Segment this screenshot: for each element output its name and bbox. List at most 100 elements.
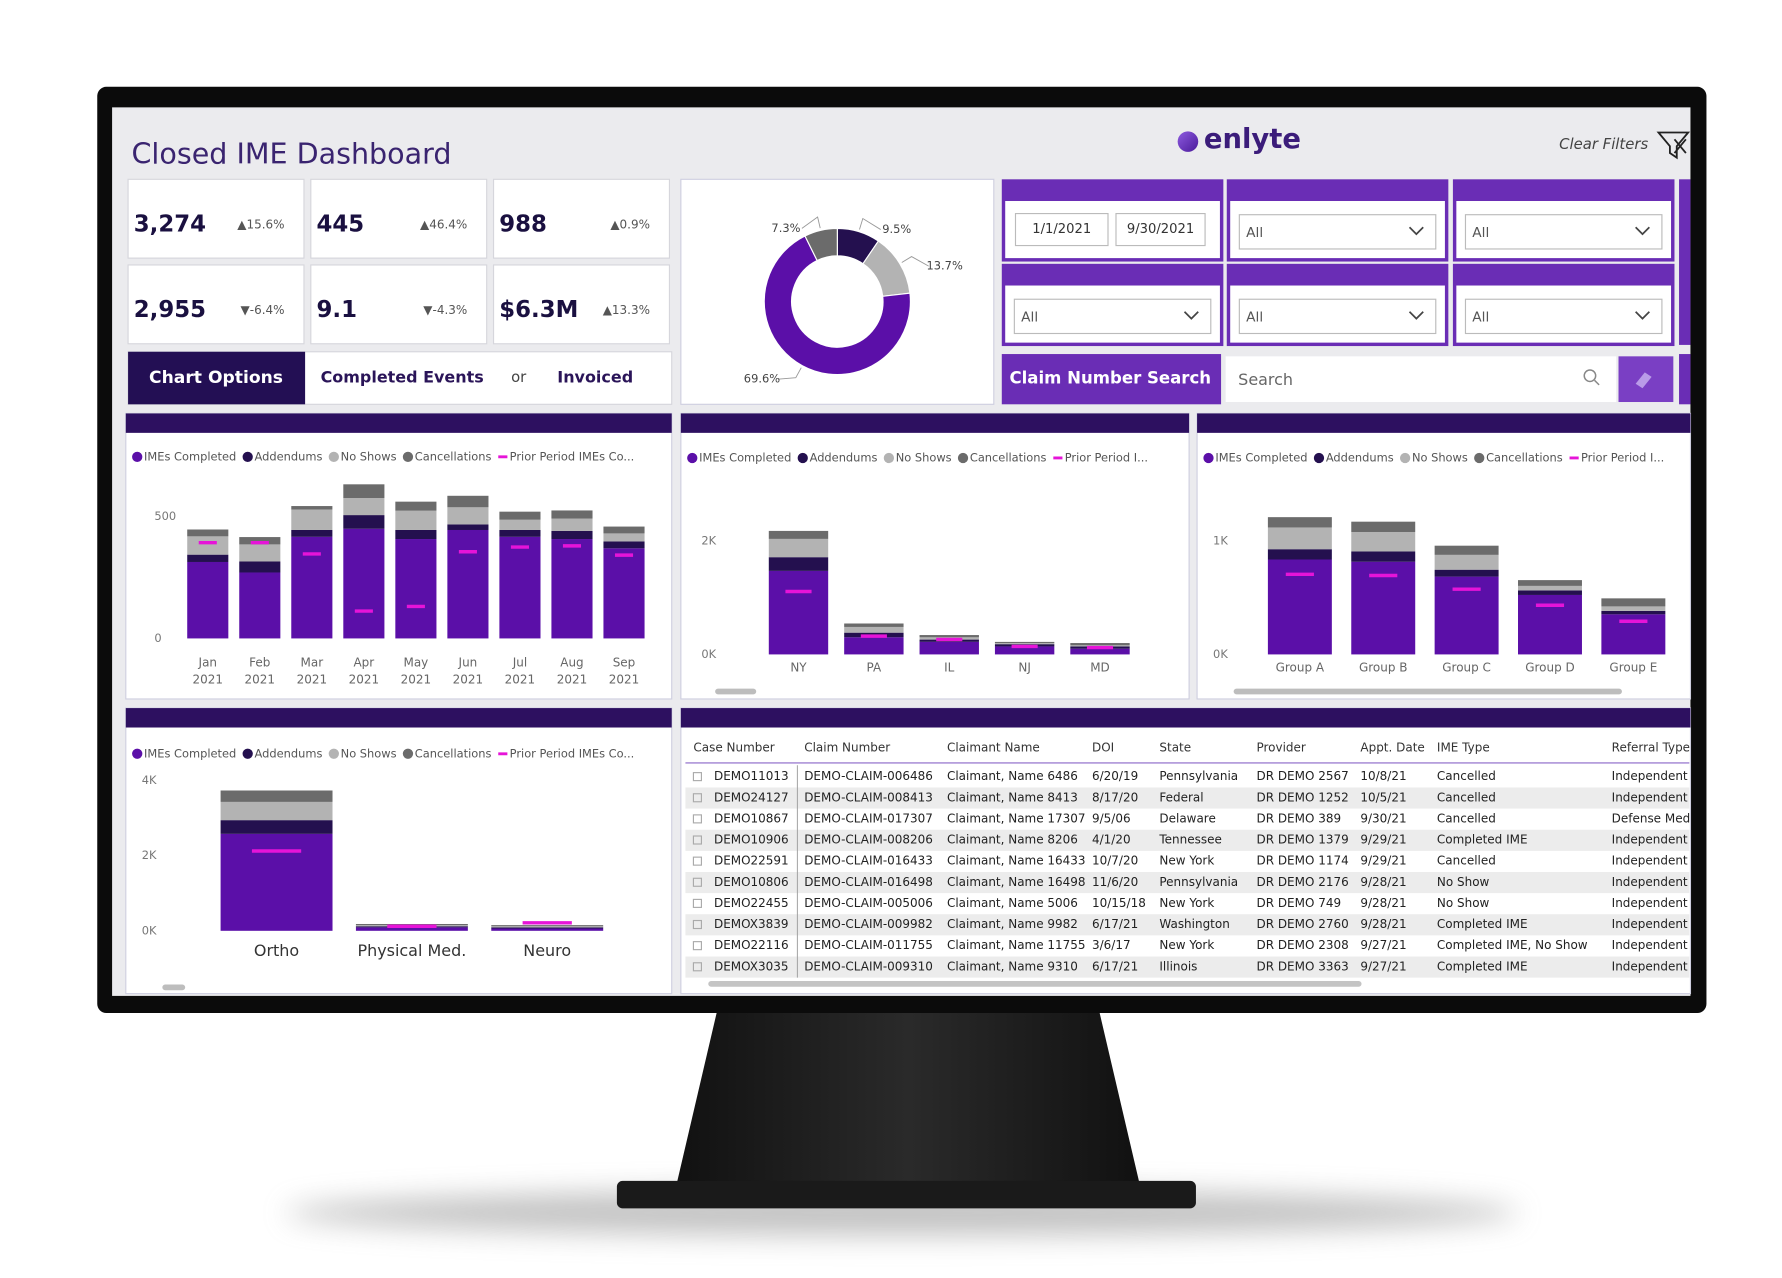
legend-label: IMEs Completed	[144, 746, 236, 760]
bar-segment	[603, 541, 645, 549]
search-label-box	[1001, 354, 1222, 405]
column-header[interactable]: State	[1159, 741, 1191, 755]
bar-segment	[447, 529, 489, 639]
table-scrollbar[interactable]	[708, 981, 1362, 987]
scrollbar[interactable]	[162, 984, 186, 991]
dropdown[interactable]	[1464, 214, 1663, 250]
column-header[interactable]: DOI	[1092, 741, 1114, 755]
bar-segment	[343, 515, 385, 529]
table-cell: DR DEMO 1252	[1256, 790, 1348, 804]
date-value: 9/30/2021	[1127, 222, 1194, 237]
column-header[interactable]: Referral Type	[1612, 741, 1690, 755]
scrollbar[interactable]	[1233, 688, 1622, 695]
kpi-value: 2,955	[134, 297, 206, 323]
tab-label[interactable]: Invoiced	[557, 368, 633, 387]
table-cell: DR DEMO 2308	[1256, 938, 1348, 952]
dropdown[interactable]	[1013, 298, 1212, 335]
row-checkbox[interactable]	[692, 793, 702, 803]
row-checkbox[interactable]	[692, 814, 702, 824]
table-cell: 9/28/21	[1360, 875, 1406, 889]
row-checkbox[interactable]	[692, 919, 702, 930]
kpi-card	[127, 264, 305, 345]
table-cell: DEMOX3839	[714, 917, 789, 931]
table-cell: 8/17/20	[1092, 790, 1138, 804]
date-value: 1/1/2021	[1032, 222, 1091, 237]
bar-segment	[499, 519, 541, 530]
table-cell: DR DEMO 2567	[1256, 769, 1348, 783]
row-checkbox[interactable]	[692, 941, 702, 951]
y-tick-label: 500	[154, 509, 176, 523]
legend: IMEs Completed Addendums No Shows Cancellat…	[687, 450, 1148, 464]
donut-label: 69.6%	[744, 372, 780, 386]
y-tick-label: 0K	[1213, 647, 1228, 661]
row-checkbox[interactable]	[692, 962, 702, 972]
table-cell: DEMO-CLAIM-016433	[804, 854, 933, 868]
y-tick-label: 0K	[142, 923, 157, 937]
bar-segment	[1601, 606, 1666, 611]
bar-segment	[994, 643, 1055, 645]
column-header[interactable]: Case Number	[693, 741, 774, 755]
clear-filters[interactable]: Clear Filters	[1559, 136, 1648, 153]
legend-swatch	[797, 452, 808, 464]
table-cell: DEMO11013	[714, 769, 789, 783]
table-cell: DR DEMO 1174	[1256, 854, 1348, 868]
row-checkbox[interactable]	[692, 856, 702, 866]
legend-label: Prior Period IMEs Co...	[510, 746, 635, 760]
row-stripe	[685, 914, 1690, 936]
table-cell: DEMO10806	[714, 875, 789, 889]
tab-label[interactable]: Completed Events	[321, 368, 484, 387]
bar-segment	[1518, 590, 1582, 595]
logo-icon	[1177, 131, 1199, 152]
column-header[interactable]: Claim Number	[804, 741, 890, 755]
bar-segment	[447, 507, 489, 525]
legend-swatch	[242, 748, 253, 759]
y-tick-label: 0K	[701, 647, 716, 661]
table-cell: Pennsylvania	[1159, 769, 1238, 783]
dropdown[interactable]	[1464, 298, 1663, 335]
table-cell: DR DEMO 2176	[1256, 875, 1348, 889]
legend-label: Cancellations	[970, 450, 1047, 464]
search-edge	[1679, 354, 1691, 405]
row-checkbox[interactable]	[692, 898, 702, 908]
x-tick-label: Jul 2021	[505, 655, 535, 686]
table-cell: Claimant, Name 16498	[947, 875, 1086, 889]
table-cell: 11/6/20	[1092, 875, 1138, 889]
tab-label[interactable]: Chart Options	[149, 368, 283, 388]
legend-swatch	[1313, 452, 1325, 464]
y-tick-label: 0	[154, 631, 161, 645]
bar-segment	[499, 511, 541, 520]
search-input[interactable]	[1225, 356, 1617, 403]
x-tick-label: Group C	[1442, 661, 1491, 675]
column-header[interactable]: Claimant Name	[947, 741, 1040, 755]
column-header[interactable]: Appt. Date	[1360, 741, 1424, 755]
x-tick-label: NJ	[1018, 661, 1031, 675]
bar-segment	[1070, 643, 1130, 646]
bar-segment	[447, 524, 489, 530]
date-input[interactable]	[1115, 213, 1206, 247]
row-checkbox[interactable]	[692, 835, 702, 845]
bar-segment	[291, 509, 333, 530]
bar-segment	[239, 544, 281, 562]
tab-active[interactable]	[128, 351, 306, 405]
date-input[interactable]	[1014, 213, 1109, 247]
bar-segment	[1601, 598, 1666, 607]
bar-segment	[1351, 521, 1416, 532]
row-checkbox[interactable]	[692, 772, 702, 782]
dropdown[interactable]	[1238, 298, 1437, 335]
bar-segment	[768, 570, 829, 655]
table-cell: 9/28/21	[1360, 917, 1406, 931]
dropdown[interactable]	[1238, 214, 1437, 250]
leader-line	[859, 217, 881, 230]
bar-segment	[447, 495, 489, 508]
filter-icon[interactable]	[1656, 131, 1691, 160]
bar-segment	[291, 529, 333, 537]
bar-segment	[239, 561, 281, 573]
scrollbar[interactable]	[715, 688, 757, 695]
dropdown-value: All	[1021, 310, 1038, 326]
eraser-icon	[1635, 372, 1652, 389]
column-header[interactable]: IME Type	[1437, 741, 1490, 755]
dashboard-title: Closed IME Dashboard	[132, 136, 452, 170]
row-checkbox[interactable]	[692, 877, 702, 887]
column-header[interactable]: Provider	[1256, 741, 1305, 755]
